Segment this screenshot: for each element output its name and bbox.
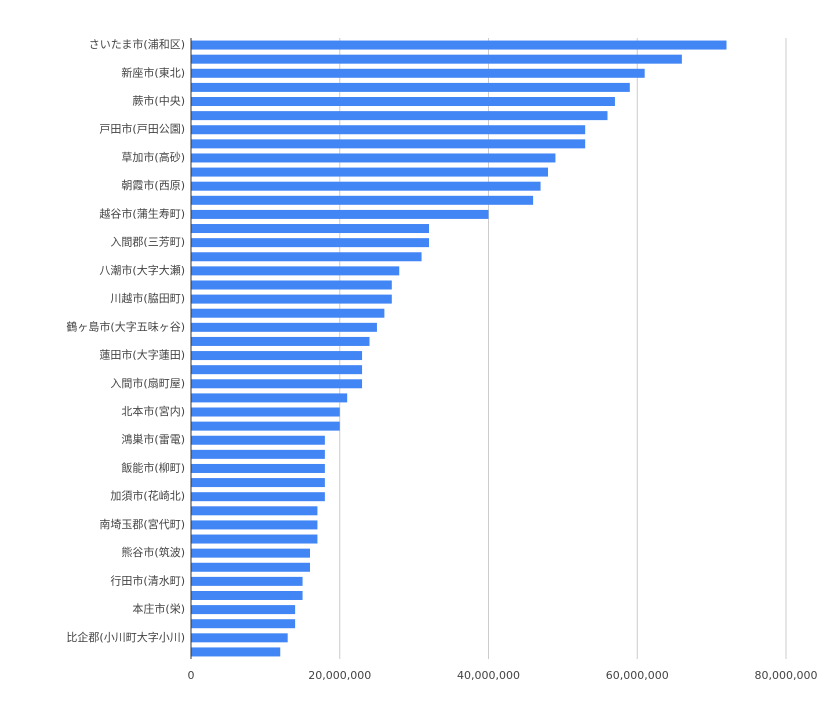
bar (191, 633, 288, 643)
y-tick-label: 加須市(花崎北) (110, 489, 185, 503)
bar (191, 478, 325, 488)
bar (191, 520, 318, 530)
bar (191, 68, 645, 78)
bar (191, 435, 325, 445)
bar (191, 195, 534, 205)
bar (191, 97, 615, 107)
bar (191, 647, 281, 657)
y-tick-label: 比企郡(小川町大字小川) (66, 630, 185, 644)
bar (191, 449, 325, 459)
bar (191, 167, 548, 177)
bar (191, 111, 608, 121)
bar (191, 365, 363, 375)
bar (191, 40, 727, 50)
bar (191, 534, 318, 544)
x-tick-label: 40,000,000 (457, 669, 520, 682)
y-tick-label: 朝霞市(西原) (121, 178, 185, 192)
bar (191, 351, 363, 361)
bar (191, 393, 348, 403)
bar (191, 280, 392, 290)
x-tick-label: 20,000,000 (308, 669, 371, 682)
bar (191, 379, 363, 389)
bar (191, 125, 586, 135)
bar (191, 562, 310, 572)
x-tick-label: 0 (188, 669, 195, 682)
y-tick-label: 川越市(脇田町) (110, 291, 185, 305)
y-tick-label: 行田市(清水町) (110, 573, 185, 587)
y-tick-label: 入間市(扇町屋) (110, 376, 185, 390)
bar (191, 252, 422, 262)
y-tick-label: 飯能市(柳町) (121, 460, 185, 474)
bar (191, 139, 586, 149)
bar (191, 153, 556, 163)
y-tick-label: 南埼玉郡(宮代町) (99, 517, 185, 531)
bar (191, 181, 541, 191)
y-tick-label: 新座市(東北) (121, 65, 185, 79)
y-tick-label: 入間郡(三芳町) (110, 235, 185, 249)
x-tick-label: 80,000,000 (755, 669, 818, 682)
y-tick-label: 草加市(高砂) (121, 150, 185, 164)
bar (191, 590, 303, 600)
bar (191, 548, 310, 558)
y-tick-label: 戸田市(戸田公園) (99, 122, 185, 136)
bar (191, 407, 340, 417)
y-tick-label: 本庄市(栄) (132, 602, 185, 616)
x-tick-label: 60,000,000 (606, 669, 669, 682)
bar (191, 54, 682, 64)
y-tick-label: 蕨市(中央) (132, 94, 185, 108)
y-tick-label: 鴻巣市(雷電) (121, 432, 185, 446)
y-tick-label: 熊谷市(筑波) (121, 545, 185, 559)
bar (191, 209, 489, 219)
bar (191, 322, 377, 332)
bar (191, 619, 296, 629)
bar (191, 576, 303, 586)
y-tick-label: 蓮田市(大字蓮田) (99, 348, 185, 362)
bar (191, 266, 400, 276)
bar (191, 506, 318, 516)
y-tick-label: 越谷市(蒲生寿町) (99, 206, 185, 220)
y-tick-label: さいたま市(浦和区) (89, 37, 185, 51)
bar (191, 82, 630, 92)
bar (191, 336, 370, 346)
bar (191, 463, 325, 473)
y-tick-label: 八潮市(大字大瀬) (99, 263, 185, 277)
y-tick-label: 鶴ヶ島市(大字五味ヶ谷) (66, 319, 185, 333)
bar (191, 421, 340, 431)
y-tick-label: 北本市(宮内) (121, 404, 185, 418)
bar (191, 605, 296, 615)
bar (191, 492, 325, 502)
bar (191, 224, 429, 234)
bar (191, 294, 392, 304)
bar (191, 238, 429, 248)
bar (191, 308, 385, 318)
